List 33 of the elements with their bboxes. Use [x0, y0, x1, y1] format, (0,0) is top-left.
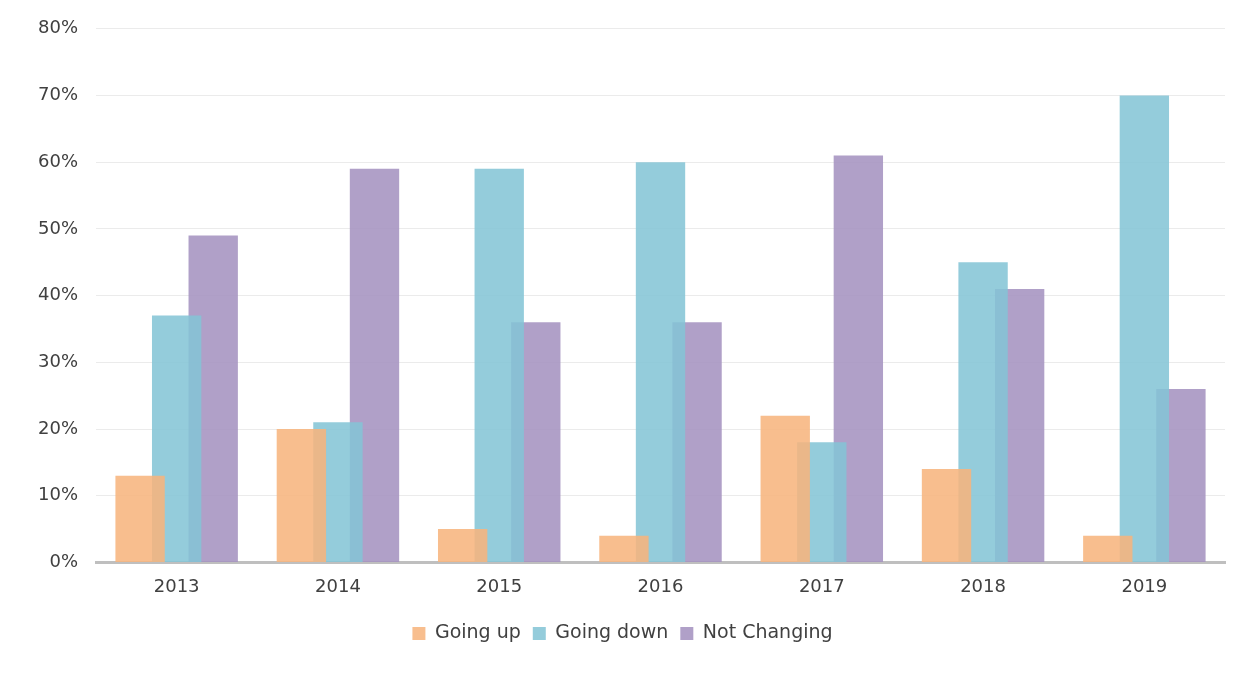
bar [1119, 95, 1170, 562]
bar [349, 168, 400, 562]
y-tick-label: 10% [37, 483, 79, 505]
bar [1083, 535, 1133, 562]
x-tick-label: 2015 [476, 574, 523, 596]
y-tick-label: 40% [37, 283, 79, 305]
y-tick-label: 30% [37, 349, 79, 371]
legend-label: Not Changing [702, 620, 833, 643]
bar [115, 475, 165, 562]
y-tick-label: 60% [37, 149, 79, 171]
bar [921, 469, 972, 562]
x-tick-label: 2019 [1121, 574, 1168, 596]
y-tick-label: 20% [37, 416, 79, 438]
y-tick-label: 0% [49, 550, 79, 572]
x-tick-label: 2016 [637, 574, 684, 596]
x-tick-label: 2013 [153, 574, 200, 596]
bar [599, 535, 649, 562]
bar [635, 162, 686, 562]
y-tick-label: 50% [37, 216, 79, 238]
bar [760, 415, 810, 562]
bar [833, 155, 884, 562]
bar [474, 168, 524, 562]
y-tick-label: 80% [37, 16, 79, 38]
x-tick-label: 2018 [960, 574, 1006, 596]
bar [958, 262, 1008, 562]
x-tick-label: 2017 [798, 574, 845, 596]
bar [276, 429, 327, 562]
bar [437, 529, 488, 562]
legend-label: Going down [555, 620, 669, 643]
legend-label: Going up [434, 620, 521, 643]
y-tick-label: 70% [37, 83, 79, 105]
bar [151, 315, 202, 562]
x-tick-label: 2014 [315, 574, 361, 596]
